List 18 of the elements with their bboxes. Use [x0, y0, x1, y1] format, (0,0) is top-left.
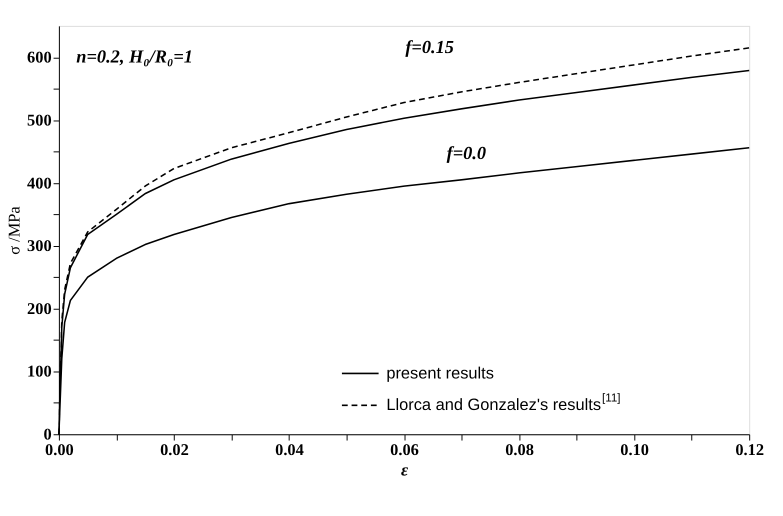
x-tick-label: 0.06	[390, 440, 419, 460]
annotation: f=0.15	[405, 36, 454, 57]
y-tick-label: 300	[27, 236, 52, 256]
y-tick-label: 500	[27, 110, 52, 130]
x-tick-label: 0.08	[505, 440, 534, 460]
y-tick-label: 600	[27, 48, 52, 67]
x-tick-label: 0.04	[275, 440, 304, 460]
x-tick-label: 0.10	[620, 440, 649, 460]
x-tick-label: 0.02	[160, 440, 189, 460]
y-axis-title: σ /MPa	[4, 206, 24, 255]
annotation: f=0.0	[446, 143, 486, 164]
y-tick-label: 100	[27, 362, 52, 381]
y-tick-label: 200	[27, 298, 52, 318]
annotation: n=0.2, H₀/R₀=1	[76, 46, 193, 67]
x-axis-title: ε	[400, 460, 408, 480]
y-tick-label: 400	[27, 173, 52, 192]
legend-label: present results	[386, 364, 494, 382]
x-tick-label: 0.12	[735, 440, 764, 460]
